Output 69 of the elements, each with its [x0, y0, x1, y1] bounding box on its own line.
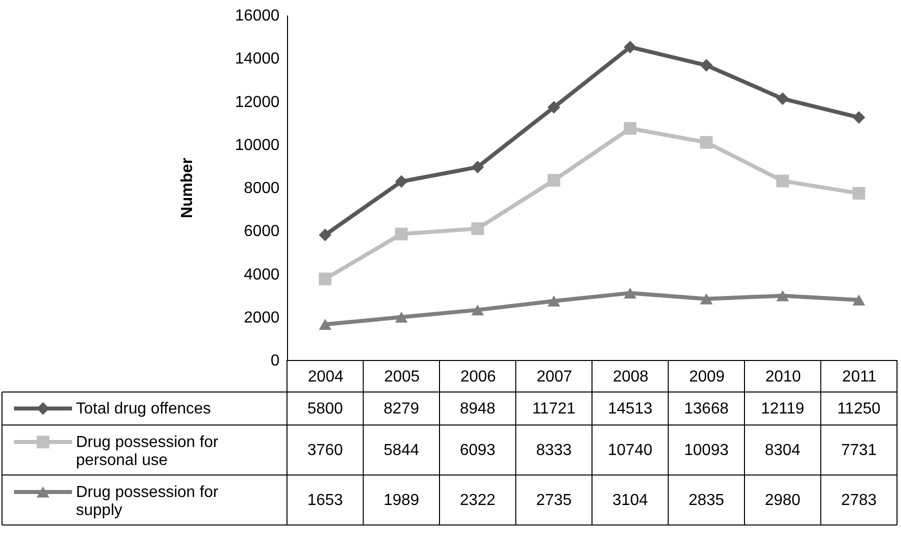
point	[471, 222, 484, 235]
y-tick-label: 12000	[235, 94, 280, 111]
data-label: 10740	[608, 442, 652, 459]
data-label: 6093	[460, 442, 496, 459]
data-label: 2322	[460, 492, 496, 509]
y-tick-label: 2000	[244, 309, 280, 326]
point	[776, 92, 789, 106]
point	[395, 228, 408, 240]
x-tick-label: 2008	[612, 368, 649, 386]
point	[700, 293, 713, 304]
point	[624, 122, 636, 135]
x-tick-label: 2010	[765, 368, 802, 386]
y-tick-label: 16000	[235, 8, 280, 24]
data-label: 11721	[532, 400, 576, 418]
legend-label: Drug possession for supply	[76, 484, 219, 519]
data-label: 2835	[688, 492, 724, 509]
legend-label: Drug possession for personal use	[76, 434, 219, 469]
x-tick-label: 2009	[689, 368, 725, 386]
point	[776, 290, 789, 302]
legend-label: Total drug offences	[76, 400, 211, 418]
x-tick-label: 2006	[460, 368, 496, 386]
data-label: 8279	[384, 400, 420, 418]
x-tick-label: 2011	[842, 368, 877, 386]
point	[548, 296, 560, 307]
point	[852, 294, 866, 306]
y-axis-title: Number	[179, 158, 196, 218]
data-label: 7731	[841, 442, 877, 459]
point	[700, 58, 713, 72]
y-tick-label: 14000	[235, 50, 280, 68]
data-label: 8333	[536, 442, 572, 459]
point	[318, 318, 332, 330]
x-tick-label: 2004	[308, 368, 344, 386]
y-tick-label: 0	[270, 352, 280, 370]
point	[852, 186, 866, 200]
point	[318, 272, 332, 286]
point	[624, 40, 636, 54]
data-label: 2735	[536, 492, 572, 509]
data-label: 8304	[764, 442, 801, 459]
y-tick-label: 6000	[244, 223, 280, 240]
point	[471, 304, 484, 316]
point	[471, 160, 484, 174]
point	[700, 136, 713, 149]
data-label: 13668	[684, 400, 729, 418]
data-label: 5844	[384, 442, 420, 459]
data-label: 12119	[760, 400, 804, 418]
point	[852, 111, 866, 124]
point	[624, 288, 636, 299]
data-label: 1653	[307, 492, 344, 509]
point	[395, 175, 408, 188]
data-label: 2783	[841, 492, 877, 509]
data-label: 10093	[684, 442, 729, 459]
data-label: 3760	[307, 442, 344, 459]
point	[318, 228, 332, 242]
y-tick-label: 8000	[244, 180, 280, 197]
data-label: 11250	[837, 400, 881, 418]
data-label: 14513	[608, 400, 652, 418]
point	[395, 312, 408, 323]
point	[776, 174, 789, 188]
y-tick-label: 4000	[244, 266, 280, 284]
data-label: 3104	[612, 492, 648, 509]
data-label: 1989	[384, 492, 420, 509]
x-tick-label: 2007	[536, 368, 572, 386]
data-label: 2980	[764, 492, 801, 509]
data-label: 5800	[307, 400, 344, 418]
point	[548, 100, 560, 114]
y-tick-label: 10000	[235, 136, 280, 154]
x-tick-label: 2005	[384, 368, 420, 386]
data-label: 8948	[460, 400, 496, 418]
point	[548, 174, 560, 187]
